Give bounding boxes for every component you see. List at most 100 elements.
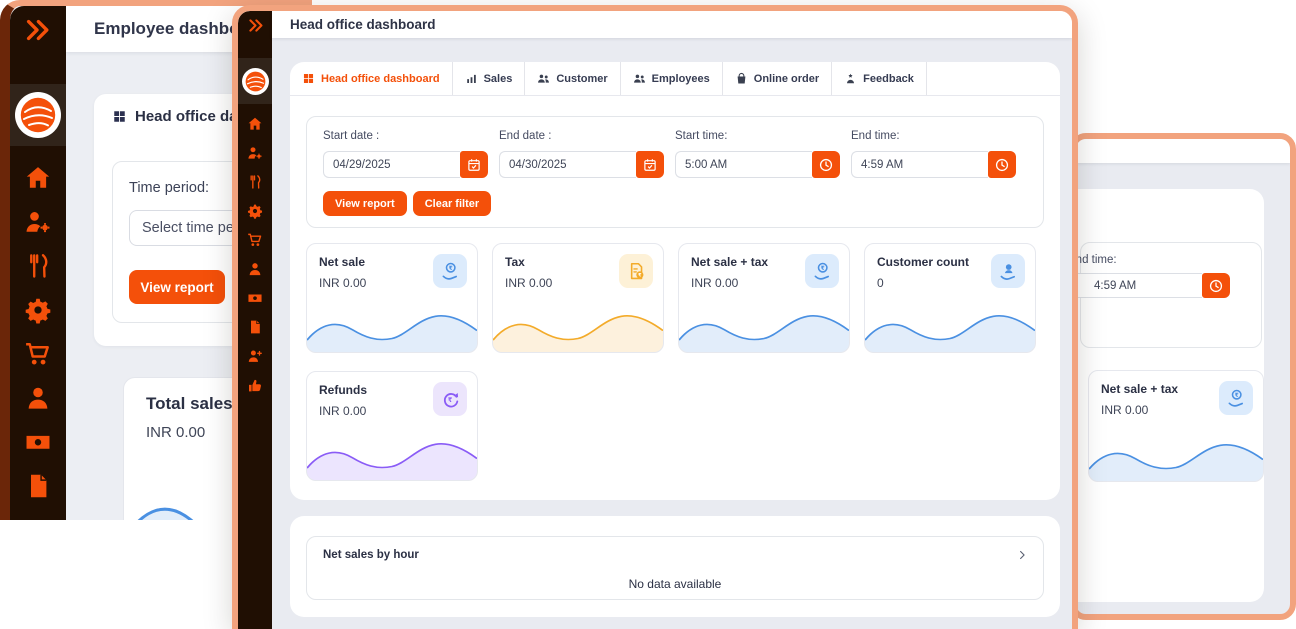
home-icon[interactable] bbox=[247, 116, 263, 132]
time-period-label: Time period: bbox=[129, 180, 210, 196]
wave-sparkline bbox=[307, 315, 477, 352]
tab-label: Sales bbox=[483, 72, 513, 85]
main-window-header: Head office dashboard bbox=[272, 11, 1072, 38]
documents-icon[interactable] bbox=[24, 472, 52, 500]
user-settings-icon[interactable] bbox=[247, 145, 263, 161]
tab-label: Head office dashboard bbox=[321, 72, 440, 85]
people-icon bbox=[633, 72, 646, 85]
total-sales-value: INR 0.00 bbox=[146, 424, 206, 441]
logo-button[interactable] bbox=[238, 58, 272, 104]
dashboard-grid-icon bbox=[302, 72, 315, 85]
stat-card-value: INR 0.00 bbox=[691, 276, 739, 290]
tab-head-office-dashboard[interactable]: Head office dashboard bbox=[290, 62, 453, 95]
rupee-hand-icon bbox=[433, 254, 467, 288]
documents-icon[interactable] bbox=[247, 319, 263, 335]
home-icon[interactable] bbox=[24, 164, 52, 192]
dashboard-grid-icon bbox=[112, 109, 127, 124]
main-sidebar bbox=[238, 11, 272, 629]
tab-customer[interactable]: Customer bbox=[525, 62, 621, 95]
stat-card-title: Refunds bbox=[319, 383, 367, 397]
tab-employees[interactable]: Employees bbox=[621, 62, 723, 95]
tab-online-order[interactable]: Online order bbox=[723, 62, 833, 95]
cart-icon[interactable] bbox=[24, 340, 52, 368]
tab-sales[interactable]: Sales bbox=[453, 62, 526, 95]
brand-logo-icon bbox=[15, 92, 61, 138]
calendar-icon[interactable] bbox=[636, 151, 664, 178]
money-icon[interactable] bbox=[24, 428, 52, 456]
settings-gear-icon[interactable] bbox=[247, 203, 263, 219]
feedback-person-icon bbox=[844, 72, 857, 85]
brand-logo-icon bbox=[241, 67, 269, 95]
right-window-header bbox=[1076, 139, 1290, 163]
cart-icon[interactable] bbox=[247, 232, 263, 248]
clock-icon[interactable] bbox=[1202, 273, 1230, 298]
clock-icon[interactable] bbox=[988, 151, 1016, 178]
restaurant-icon[interactable] bbox=[24, 252, 52, 280]
right-end-time-box[interactable]: 4:59 AM bbox=[1076, 273, 1202, 298]
tab-label: Online order bbox=[753, 72, 820, 85]
wave-sparkline bbox=[865, 315, 1035, 352]
logo-button[interactable] bbox=[10, 84, 66, 146]
right-end-time-input[interactable]: 4:59 AM bbox=[1076, 273, 1230, 298]
stat-card-title: Net sale + tax bbox=[1101, 382, 1179, 396]
collapse-chevrons-icon[interactable] bbox=[246, 17, 265, 34]
main-content: Head office dashboard Sales Customer Emp… bbox=[272, 38, 1072, 629]
end-time-label: End time: bbox=[851, 130, 900, 142]
profile-icon[interactable] bbox=[247, 261, 263, 277]
tab-feedback[interactable]: Feedback bbox=[832, 62, 927, 95]
end-date-input[interactable] bbox=[499, 151, 636, 178]
rupee-hand-icon bbox=[1219, 381, 1253, 415]
end-time-input[interactable] bbox=[851, 151, 988, 178]
collapse-chevrons-icon[interactable] bbox=[21, 16, 53, 44]
settings-gear-icon[interactable] bbox=[24, 296, 52, 324]
time-period-value: Select time period bbox=[142, 220, 259, 236]
wave-sparkline bbox=[1089, 444, 1263, 481]
tax-document-icon bbox=[619, 254, 653, 288]
start-time-input[interactable] bbox=[675, 151, 812, 178]
add-user-icon[interactable] bbox=[247, 348, 263, 364]
money-icon[interactable] bbox=[247, 290, 263, 306]
left-sidebar bbox=[10, 6, 66, 520]
stat-card-value: INR 0.00 bbox=[319, 404, 367, 418]
dashboard-panel: Head office dashboard Sales Customer Emp… bbox=[290, 62, 1060, 500]
stat-card-value: INR 0.00 bbox=[1101, 403, 1149, 417]
people-icon bbox=[537, 72, 550, 85]
no-data-text: No data available bbox=[628, 577, 722, 591]
start-date-input[interactable] bbox=[323, 151, 460, 178]
refund-rupee-icon bbox=[433, 382, 467, 416]
wave-sparkline bbox=[493, 315, 663, 352]
user-settings-icon[interactable] bbox=[24, 208, 52, 236]
shopping-bag-icon bbox=[735, 72, 748, 85]
stat-card-customer-count: Customer count 0 bbox=[864, 243, 1036, 353]
total-sales-title: Total sales bbox=[146, 394, 233, 413]
tab-bar: Head office dashboard Sales Customer Emp… bbox=[290, 62, 1060, 96]
clock-icon[interactable] bbox=[812, 151, 840, 178]
view-report-button[interactable]: View report bbox=[323, 191, 407, 216]
clear-filter-button[interactable]: Clear filter bbox=[412, 191, 492, 216]
feedback-thumb-icon[interactable] bbox=[247, 377, 263, 393]
view-report-button[interactable]: View report bbox=[129, 270, 225, 304]
secondary-dashboard-window: End time: 4:59 AM Net sale + tax INR 0.0… bbox=[1070, 133, 1296, 620]
chevron-right-icon[interactable] bbox=[1015, 548, 1029, 562]
stat-card-net-sale-tax: Net sale + tax INR 0.00 bbox=[678, 243, 850, 353]
stat-card-title: Tax bbox=[505, 255, 525, 269]
left-window-title: Employee dashboard bbox=[94, 19, 266, 38]
stat-card-refunds: Refunds INR 0.00 bbox=[306, 371, 478, 481]
calendar-icon[interactable] bbox=[460, 151, 488, 178]
restaurant-icon[interactable] bbox=[247, 174, 263, 190]
stat-card-value: 0 bbox=[877, 276, 884, 290]
right-net-sale-tax-card: Net sale + tax INR 0.00 bbox=[1088, 370, 1264, 482]
stat-card-net-sale: Net sale INR 0.00 bbox=[306, 243, 478, 353]
tab-label: Customer bbox=[556, 72, 608, 85]
stat-card-title: Net sale bbox=[319, 255, 366, 269]
net-sales-by-hour-card[interactable]: Net sales by hour No data available bbox=[306, 536, 1044, 600]
net-sales-by-hour-title: Net sales by hour bbox=[323, 549, 419, 561]
right-end-time-value: 4:59 AM bbox=[1094, 279, 1137, 292]
stat-card-title: Net sale + tax bbox=[691, 255, 769, 269]
filter-card: Start date : End date : bbox=[306, 116, 1044, 228]
rupee-hand-icon bbox=[805, 254, 839, 288]
profile-icon[interactable] bbox=[24, 384, 52, 412]
stat-cards-grid: Net sale INR 0.00 Tax INR 0.00 bbox=[306, 243, 1044, 481]
customer-hand-icon bbox=[991, 254, 1025, 288]
wave-sparkline bbox=[679, 315, 849, 352]
